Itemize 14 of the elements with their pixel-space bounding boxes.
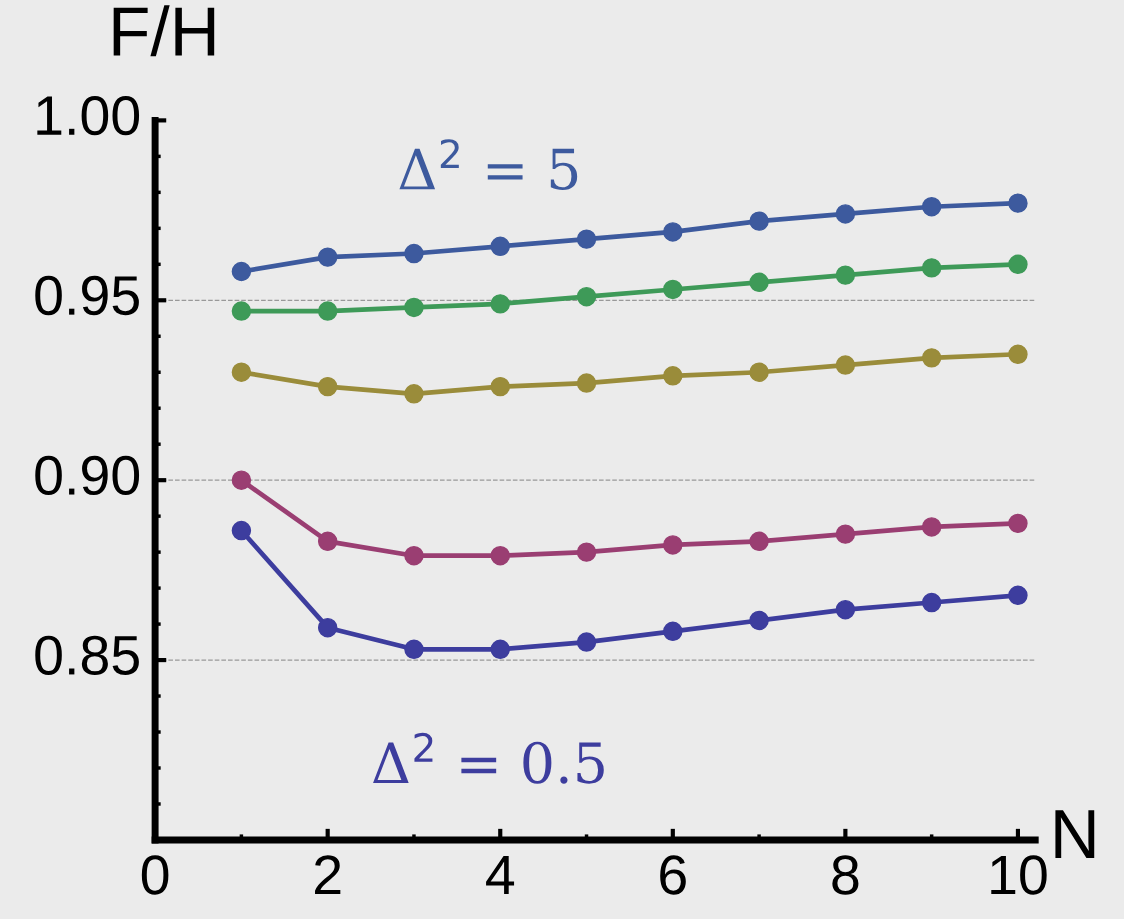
y-tick-label: 0.90	[35, 455, 140, 496]
x-tick-label: 2	[315, 855, 341, 895]
x-tick-label: 10	[991, 855, 1047, 895]
y-axis-title: F/H	[113, 5, 215, 57]
x-tick-label: 8	[832, 855, 859, 895]
annotation: Δ$^{2}$ = 5	[399, 139, 578, 191]
x-tick-label: 4	[486, 855, 515, 895]
x-tick-label: 6	[660, 855, 686, 895]
x-axis-title: N	[1055, 810, 1095, 858]
annotation: Δ$^{2}$ = 0.5	[373, 732, 604, 784]
y-tick-label: 0.95	[35, 275, 139, 316]
x-tick-label: 0	[141, 855, 169, 895]
y-tick-label: 1.00	[37, 95, 140, 136]
y-tick-label: 0.85	[35, 635, 139, 675]
